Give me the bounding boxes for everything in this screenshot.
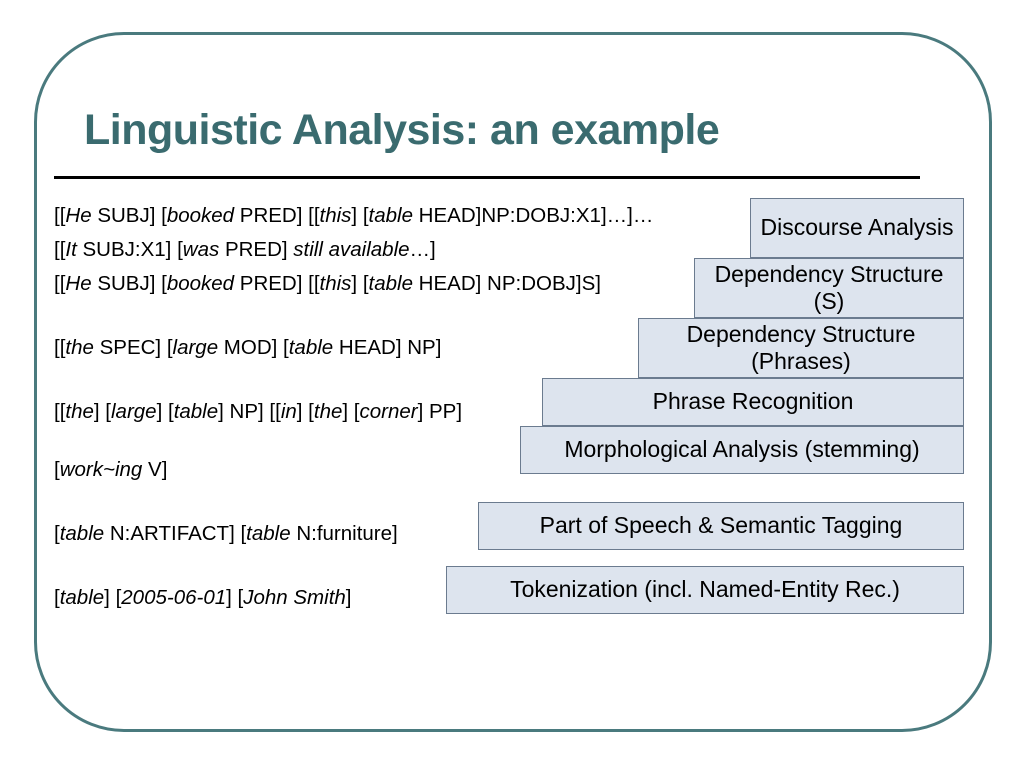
stair-box-4: Morphological Analysis (stemming) [520,426,964,474]
example-line-7: [table N:ARTIFACT] [table N:furniture] [54,522,398,546]
stair-box-3: Phrase Recognition [542,378,964,426]
stair-box-5: Part of Speech & Semantic Tagging [478,502,964,550]
example-line-6: [work~ing V] [54,458,167,482]
stair-box-0: Discourse Analysis [750,198,964,258]
slide-title: Linguistic Analysis: an example [84,106,719,155]
stair-box-6: Tokenization (incl. Named-Entity Rec.) [446,566,964,614]
stair-box-1: Dependency Structure (S) [694,258,964,318]
example-line-2: [[It SUBJ:X1] [was PRED] still available… [54,238,436,262]
stair-box-2: Dependency Structure (Phrases) [638,318,964,378]
example-line-3: [[He SUBJ] [booked PRED] [[this] [table … [54,272,601,296]
example-line-1: [[He SUBJ] [booked PRED] [[this] [table … [54,204,653,228]
example-line-5: [[the] [large] [table] NP] [[in] [the] [… [54,400,462,424]
title-underline [54,176,920,179]
example-line-4: [[the SPEC] [large MOD] [table HEAD] NP] [54,336,441,360]
example-line-8: [table] [2005-06-01] [John Smith] [54,586,352,610]
